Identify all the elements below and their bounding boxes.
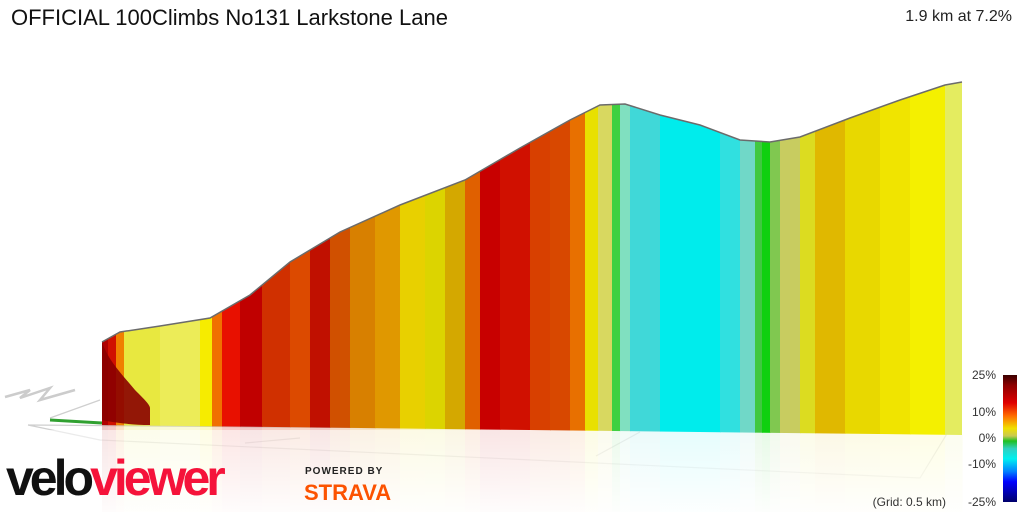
- gradient-stripes: [102, 82, 962, 436]
- profile-outline: [101, 81, 963, 343]
- logo-viewer: viewer: [90, 450, 226, 506]
- page-title: OFFICIAL 100Climbs No131 Larkstone Lane: [11, 5, 448, 30]
- logo-velo: velo: [6, 450, 94, 506]
- direction-arrow-icon: [4, 385, 76, 403]
- scale-label-neg10: -10%: [967, 457, 996, 471]
- powered-by-label: POWERED BY: [305, 466, 384, 477]
- start-curl: [102, 342, 150, 425]
- veloviewer-logo[interactable]: veloviewer: [6, 448, 226, 508]
- grid-note: (Grid: 0.5 km): [872, 495, 946, 509]
- scale-label-10: 10%: [971, 405, 996, 419]
- gradient-color-scale: [1003, 375, 1017, 502]
- scale-label-0: 0%: [978, 431, 996, 445]
- strava-logo[interactable]: STRAVA: [304, 480, 392, 505]
- scale-label-neg25: -25%: [967, 495, 996, 509]
- climb-summary: 1.9 km at 7.2%: [905, 8, 1012, 25]
- scale-label-25: 25%: [971, 368, 996, 382]
